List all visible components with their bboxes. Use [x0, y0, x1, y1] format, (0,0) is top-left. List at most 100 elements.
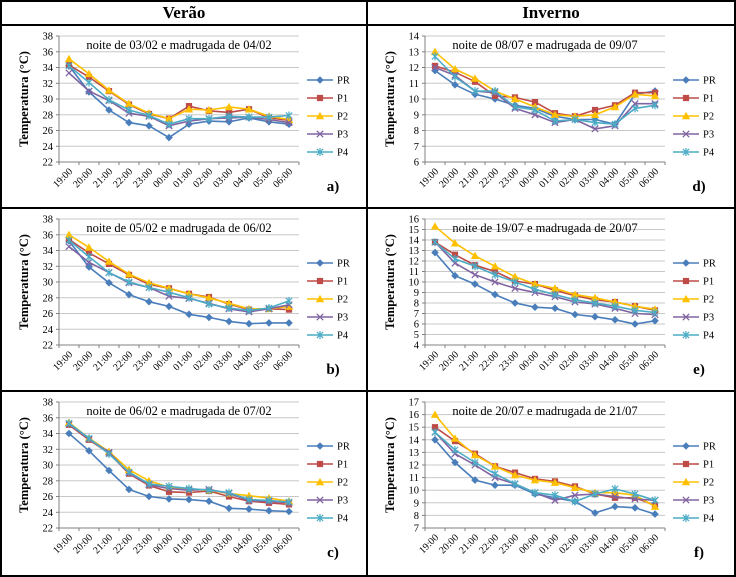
svg-text:05:00: 05:00: [251, 166, 275, 190]
svg-text:6: 6: [414, 158, 419, 169]
svg-text:00:00: 00:00: [151, 349, 175, 373]
svg-text:P2: P2: [703, 112, 714, 123]
svg-text:P2: P2: [703, 295, 714, 306]
panel-letter-f: f): [694, 545, 704, 561]
svg-text:02:00: 02:00: [191, 349, 215, 373]
svg-text:23:00: 23:00: [131, 532, 155, 556]
svg-text:16: 16: [409, 410, 420, 421]
svg-text:38: 38: [43, 215, 54, 226]
svg-text:00:00: 00:00: [517, 166, 541, 190]
gridlines-f: [425, 401, 665, 516]
x-tick-labels-c: 19:0020:0021:0022:0023:0000:0001:0002:00…: [51, 532, 295, 556]
svg-text:5: 5: [414, 330, 419, 341]
svg-text:12: 12: [409, 461, 420, 472]
svg-text:26: 26: [43, 309, 54, 320]
svg-text:05:00: 05:00: [251, 532, 275, 556]
svg-text:16: 16: [409, 215, 420, 226]
chart-title-e: noite de 19/07 e madrugada de 20/07: [452, 221, 637, 235]
svg-text:06:00: 06:00: [637, 349, 661, 373]
svg-text:8: 8: [414, 511, 419, 522]
series-P4-f: [431, 428, 659, 506]
gridlines-a: [59, 35, 299, 147]
svg-text:22:00: 22:00: [111, 532, 135, 556]
svg-text:04:00: 04:00: [597, 349, 621, 373]
svg-text:26: 26: [43, 126, 54, 137]
chart-cell-e: 4 5 6 7 8 9 10 11 12 13 14 15 16 19:00 20:00 21:00 22:00…: [368, 209, 734, 392]
svg-text:19:00: 19:00: [417, 532, 441, 556]
svg-text:24: 24: [43, 508, 54, 519]
svg-text:06:00: 06:00: [637, 166, 661, 190]
svg-text:P4: P4: [703, 148, 715, 159]
svg-text:30: 30: [43, 95, 54, 106]
svg-text:22:00: 22:00: [111, 349, 135, 373]
svg-text:11: 11: [409, 267, 419, 278]
panel-letter-b: b): [326, 362, 339, 378]
svg-text:P1: P1: [703, 94, 714, 105]
chart-title-c: noite de 06/02 e madrugada de 07/02: [86, 404, 271, 418]
y-axis-label-b: Temperatura (°C): [17, 234, 31, 330]
svg-text:30: 30: [43, 461, 54, 472]
svg-text:12: 12: [409, 257, 420, 268]
svg-text:26: 26: [43, 492, 54, 503]
svg-text:6: 6: [414, 320, 419, 331]
svg-text:P2: P2: [337, 295, 348, 306]
svg-text:00:00: 00:00: [517, 349, 541, 373]
legend-b: PR P1 P2 P3 P4: [307, 259, 350, 342]
legend-e: PR P1 P2 P3 P4: [673, 259, 716, 342]
chart-canvas-b: 22 24 26 28 30 32 34 36 38 19:0020:0021:0022:0023…: [17, 215, 350, 379]
svg-text:P1: P1: [337, 94, 348, 105]
axes-b: [56, 218, 300, 348]
legend-c: PR P1 P2 P3 P4: [307, 442, 350, 525]
axes-d: [422, 35, 666, 165]
chart-title-b: noite de 05/02 e madrugada de 06/02: [86, 221, 271, 235]
svg-text:23:00: 23:00: [131, 166, 155, 190]
svg-text:19:00: 19:00: [51, 532, 75, 556]
series-P2-e: [430, 222, 660, 313]
svg-text:21:00: 21:00: [457, 166, 481, 190]
svg-text:P3: P3: [337, 496, 348, 507]
svg-text:36: 36: [43, 413, 54, 424]
svg-text:04:00: 04:00: [231, 532, 255, 556]
gridlines-b: [59, 218, 299, 330]
svg-text:22:00: 22:00: [111, 166, 135, 190]
svg-text:01:00: 01:00: [171, 166, 195, 190]
svg-text:02:00: 02:00: [557, 166, 581, 190]
svg-text:22:00: 22:00: [477, 166, 501, 190]
svg-text:23:00: 23:00: [497, 349, 521, 373]
panel-letter-c: c): [327, 545, 339, 561]
svg-text:02:00: 02:00: [557, 349, 581, 373]
y-axis-label-f: Temperatura (°C): [383, 417, 397, 513]
svg-text:PR: PR: [337, 259, 350, 270]
chart-cell-f: 7 8 9 10 11 12 13 14 15 16 17 19:00 20:00 21:00 22:00 2…: [368, 392, 734, 575]
svg-text:14: 14: [409, 435, 420, 446]
svg-text:22:00: 22:00: [477, 349, 501, 373]
x-tick-labels-d: 19:0020:0021:0022:0023:0000:0001:0002:00…: [417, 166, 661, 190]
svg-text:28: 28: [43, 110, 54, 121]
y-tick-labels-b: 22 24 26 28 30 32 34 36 38: [43, 215, 54, 352]
y-axis-label-d: Temperatura (°C): [383, 51, 397, 147]
svg-text:P3: P3: [703, 313, 714, 324]
panel-letter-e: e): [693, 362, 705, 378]
svg-text:PR: PR: [337, 442, 350, 453]
svg-text:9: 9: [414, 498, 419, 509]
x-tick-labels-b: 19:0020:0021:0022:0023:0000:0001:0002:00…: [51, 349, 295, 373]
svg-text:PR: PR: [703, 442, 716, 453]
svg-text:20:00: 20:00: [71, 532, 95, 556]
y-axis-label-e: Temperatura (°C): [383, 234, 397, 330]
svg-text:34: 34: [43, 63, 54, 74]
chart-cell-c: 22 24 26 28 30 32 34 36 38 19:00 20:00 21:00 22:00 23…: [2, 392, 368, 575]
y-tick-labels-c: 22 24 26 28 30 32 34 36 38: [43, 398, 54, 535]
chart-canvas-a: 22 24 26 28 30 32 34 36 38 19:0020:0021:0022:0023…: [17, 32, 350, 196]
svg-text:04:00: 04:00: [597, 166, 621, 190]
svg-text:P2: P2: [337, 112, 348, 123]
svg-text:10: 10: [409, 278, 420, 289]
svg-text:P4: P4: [337, 514, 349, 525]
axes-a: [56, 35, 300, 165]
svg-text:7: 7: [414, 524, 419, 535]
svg-text:04:00: 04:00: [597, 532, 621, 556]
series-PR-a: [65, 62, 293, 142]
panel-letter-a: a): [327, 179, 340, 195]
svg-text:P3: P3: [703, 130, 714, 141]
chart-cell-b: 22 24 26 28 30 32 34 36 38 19:00 20:00 21:00 22:00 23…: [2, 209, 368, 392]
